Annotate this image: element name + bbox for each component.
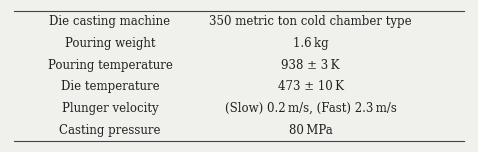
Text: Pouring weight: Pouring weight bbox=[65, 37, 155, 50]
Text: 80 MPa: 80 MPa bbox=[289, 124, 333, 137]
Text: (Slow) 0.2 m/s, (Fast) 2.3 m/s: (Slow) 0.2 m/s, (Fast) 2.3 m/s bbox=[225, 102, 397, 115]
Text: Die temperature: Die temperature bbox=[61, 80, 159, 93]
Text: 938 ± 3 K: 938 ± 3 K bbox=[282, 59, 340, 72]
Text: Plunger velocity: Plunger velocity bbox=[62, 102, 158, 115]
Text: 1.6 kg: 1.6 kg bbox=[293, 37, 328, 50]
Text: Die casting machine: Die casting machine bbox=[49, 15, 171, 28]
Text: 350 metric ton cold chamber type: 350 metric ton cold chamber type bbox=[209, 15, 412, 28]
Text: Casting pressure: Casting pressure bbox=[59, 124, 161, 137]
Text: 473 ± 10 K: 473 ± 10 K bbox=[278, 80, 344, 93]
Text: Pouring temperature: Pouring temperature bbox=[47, 59, 173, 72]
